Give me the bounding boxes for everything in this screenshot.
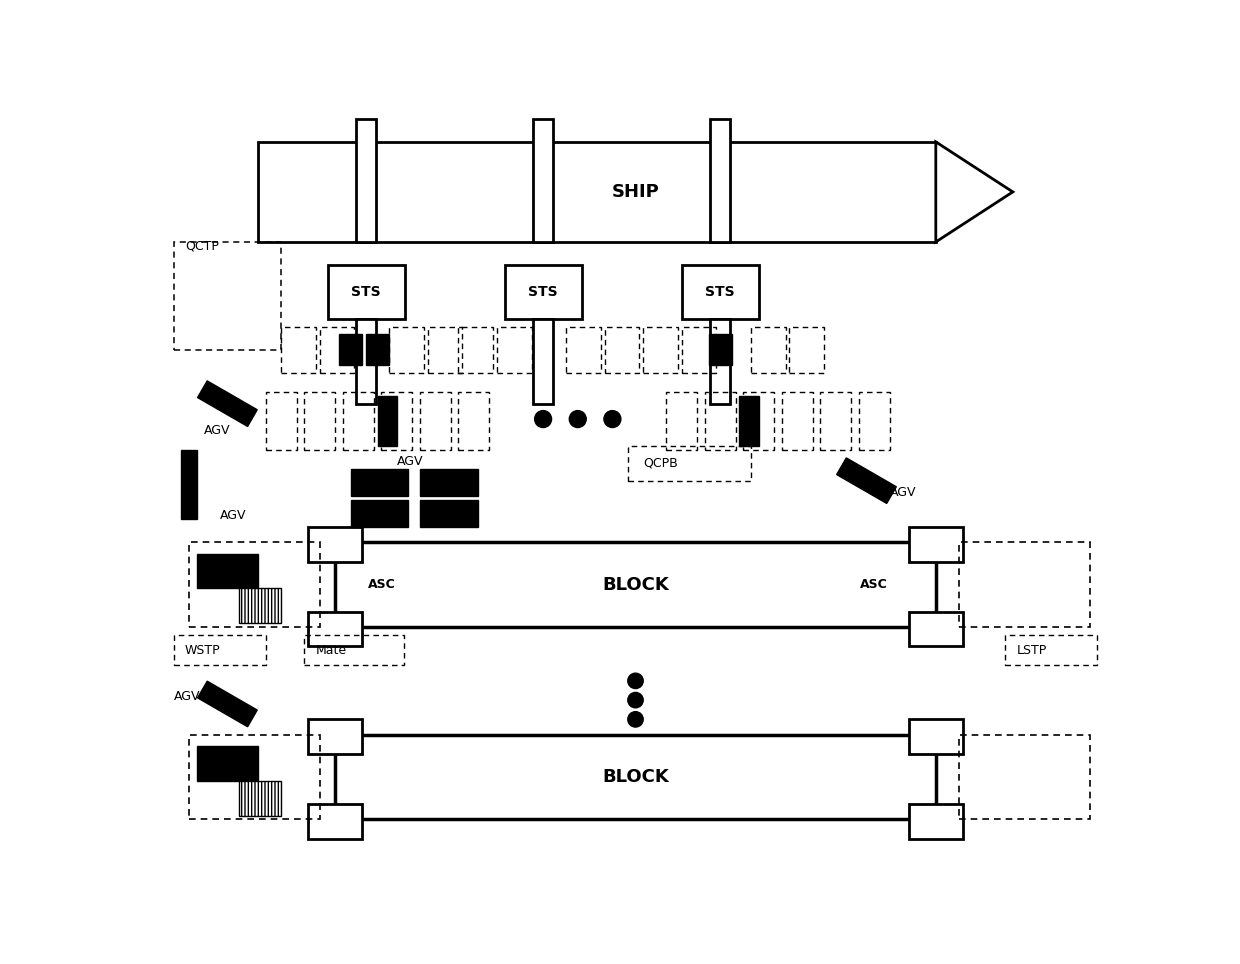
Bar <box>197 553 258 588</box>
Bar <box>351 469 408 496</box>
Bar <box>239 781 281 816</box>
Bar <box>339 335 362 365</box>
Bar <box>459 392 490 450</box>
Text: SHIP: SHIP <box>611 183 660 201</box>
Bar <box>420 469 477 496</box>
Bar <box>682 265 759 319</box>
Text: QCPB: QCPB <box>644 456 678 469</box>
Bar <box>751 327 786 373</box>
Bar <box>265 392 296 450</box>
Bar <box>335 735 936 819</box>
Text: BLOCK: BLOCK <box>603 768 668 786</box>
Polygon shape <box>197 682 257 727</box>
Bar <box>343 392 373 450</box>
Text: AGV: AGV <box>397 455 423 468</box>
Bar <box>420 500 477 527</box>
Bar <box>428 327 463 373</box>
Bar <box>188 543 320 627</box>
Bar <box>743 392 774 450</box>
Bar <box>781 392 812 450</box>
Polygon shape <box>936 142 1013 242</box>
Bar <box>959 735 1090 819</box>
Bar <box>188 735 320 819</box>
Bar <box>174 634 265 665</box>
Bar <box>627 446 751 481</box>
Bar <box>821 392 851 450</box>
Bar <box>909 611 962 646</box>
Bar <box>281 327 316 373</box>
Bar <box>309 719 362 754</box>
Bar <box>497 327 532 373</box>
Circle shape <box>604 411 621 427</box>
Bar <box>174 242 281 350</box>
Circle shape <box>627 692 644 708</box>
Bar <box>389 327 424 373</box>
Bar <box>356 319 376 404</box>
Text: STS: STS <box>351 285 381 299</box>
Bar <box>644 327 678 373</box>
Bar <box>739 396 759 446</box>
Bar <box>959 543 1090 627</box>
Bar <box>708 335 732 365</box>
Circle shape <box>569 411 587 427</box>
Circle shape <box>627 711 644 727</box>
Bar <box>309 527 362 561</box>
Bar <box>605 327 640 373</box>
Text: ASC: ASC <box>861 578 888 591</box>
Bar <box>505 265 582 319</box>
Bar <box>377 396 397 446</box>
Circle shape <box>534 411 552 427</box>
Bar <box>909 719 962 754</box>
Bar <box>790 327 825 373</box>
Bar <box>533 119 553 242</box>
Bar <box>711 119 730 242</box>
Bar <box>327 265 404 319</box>
Bar <box>711 319 730 404</box>
Bar <box>420 392 450 450</box>
Text: AGV: AGV <box>889 486 916 498</box>
Text: WSTP: WSTP <box>185 644 221 656</box>
Bar <box>533 319 553 404</box>
Bar <box>335 543 936 627</box>
Bar <box>309 804 362 839</box>
Text: LSTP: LSTP <box>1017 644 1047 656</box>
Polygon shape <box>197 381 257 426</box>
Bar <box>666 392 697 450</box>
Bar <box>704 392 735 450</box>
Bar <box>304 392 335 450</box>
Bar <box>304 634 404 665</box>
Bar <box>320 327 355 373</box>
Text: ASC: ASC <box>367 578 396 591</box>
Bar <box>909 804 962 839</box>
Bar <box>351 500 408 527</box>
Bar <box>909 527 962 561</box>
Bar <box>459 327 494 373</box>
Text: STS: STS <box>528 285 558 299</box>
Bar <box>258 142 936 242</box>
Bar <box>682 327 717 373</box>
Text: Mate: Mate <box>316 644 347 656</box>
Bar <box>1006 634 1097 665</box>
Bar <box>181 450 197 520</box>
Bar <box>382 392 412 450</box>
Bar <box>567 327 601 373</box>
Text: BLOCK: BLOCK <box>603 576 668 594</box>
Circle shape <box>627 673 644 688</box>
Text: STS: STS <box>706 285 735 299</box>
Text: AGV: AGV <box>219 509 247 522</box>
Bar <box>356 119 376 242</box>
Bar <box>197 746 258 781</box>
Text: AGV: AGV <box>205 424 231 437</box>
Bar <box>239 588 281 623</box>
Bar <box>366 335 389 365</box>
Text: QCTP: QCTP <box>185 239 219 253</box>
Text: AGV: AGV <box>174 690 200 703</box>
Polygon shape <box>837 458 897 503</box>
Bar <box>859 392 889 450</box>
Bar <box>309 611 362 646</box>
